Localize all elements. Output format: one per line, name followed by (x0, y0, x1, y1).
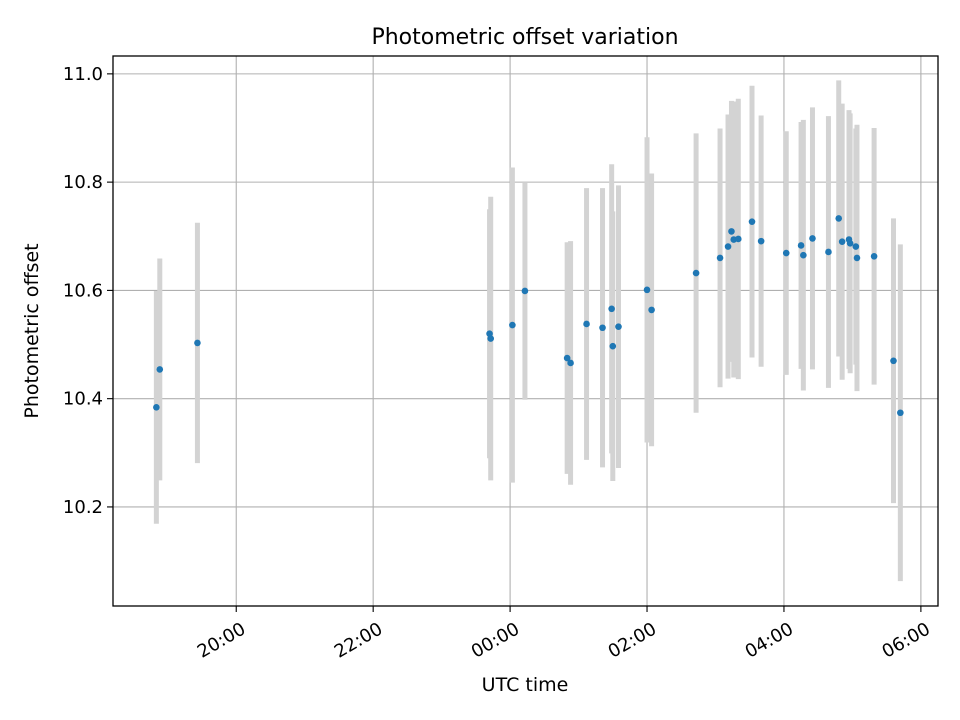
data-points (153, 215, 904, 417)
data-point (846, 240, 854, 247)
data-point (728, 228, 735, 235)
plot-frame (112, 55, 939, 607)
data-point (724, 243, 732, 250)
data-point (870, 252, 878, 260)
data-point (853, 254, 861, 262)
data-point (809, 235, 816, 242)
y-tick-label: 10.4 (63, 389, 103, 410)
data-point (852, 243, 860, 250)
y-tick-label: 10.8 (63, 172, 103, 193)
data-point (583, 320, 590, 328)
data-point (521, 287, 529, 295)
data-point (153, 404, 160, 411)
data-point (615, 323, 622, 330)
data-point (692, 269, 700, 277)
y-tick-label: 10.6 (63, 280, 103, 301)
data-point (156, 366, 164, 373)
data-point (838, 238, 846, 245)
y-tick-label: 11.0 (63, 64, 103, 85)
data-point (825, 248, 832, 256)
y-tick-label: 10.2 (63, 497, 103, 518)
data-point (890, 357, 897, 365)
data-point (563, 354, 571, 362)
data-point (509, 321, 516, 329)
data-point (835, 215, 843, 222)
data-point (609, 342, 617, 350)
data-point (748, 218, 756, 225)
data-point (194, 339, 201, 347)
chart-title: Photometric offset variation (371, 25, 678, 50)
data-point (797, 242, 805, 249)
data-point (648, 306, 655, 314)
data-point (599, 324, 606, 332)
data-point (782, 249, 790, 257)
data-point (608, 305, 615, 313)
x-axis-label: UTC time (482, 674, 569, 696)
data-point (643, 286, 651, 294)
data-point (567, 359, 574, 367)
data-point (757, 237, 765, 245)
y-axis-ticks: 10.2 10.4 10.6 10.8 11.0 (63, 64, 113, 518)
data-point (716, 254, 724, 262)
y-axis-label: Photometric offset (21, 243, 43, 418)
data-point (800, 251, 807, 259)
data-point (897, 409, 904, 417)
data-point (487, 335, 494, 342)
data-point (735, 235, 742, 243)
